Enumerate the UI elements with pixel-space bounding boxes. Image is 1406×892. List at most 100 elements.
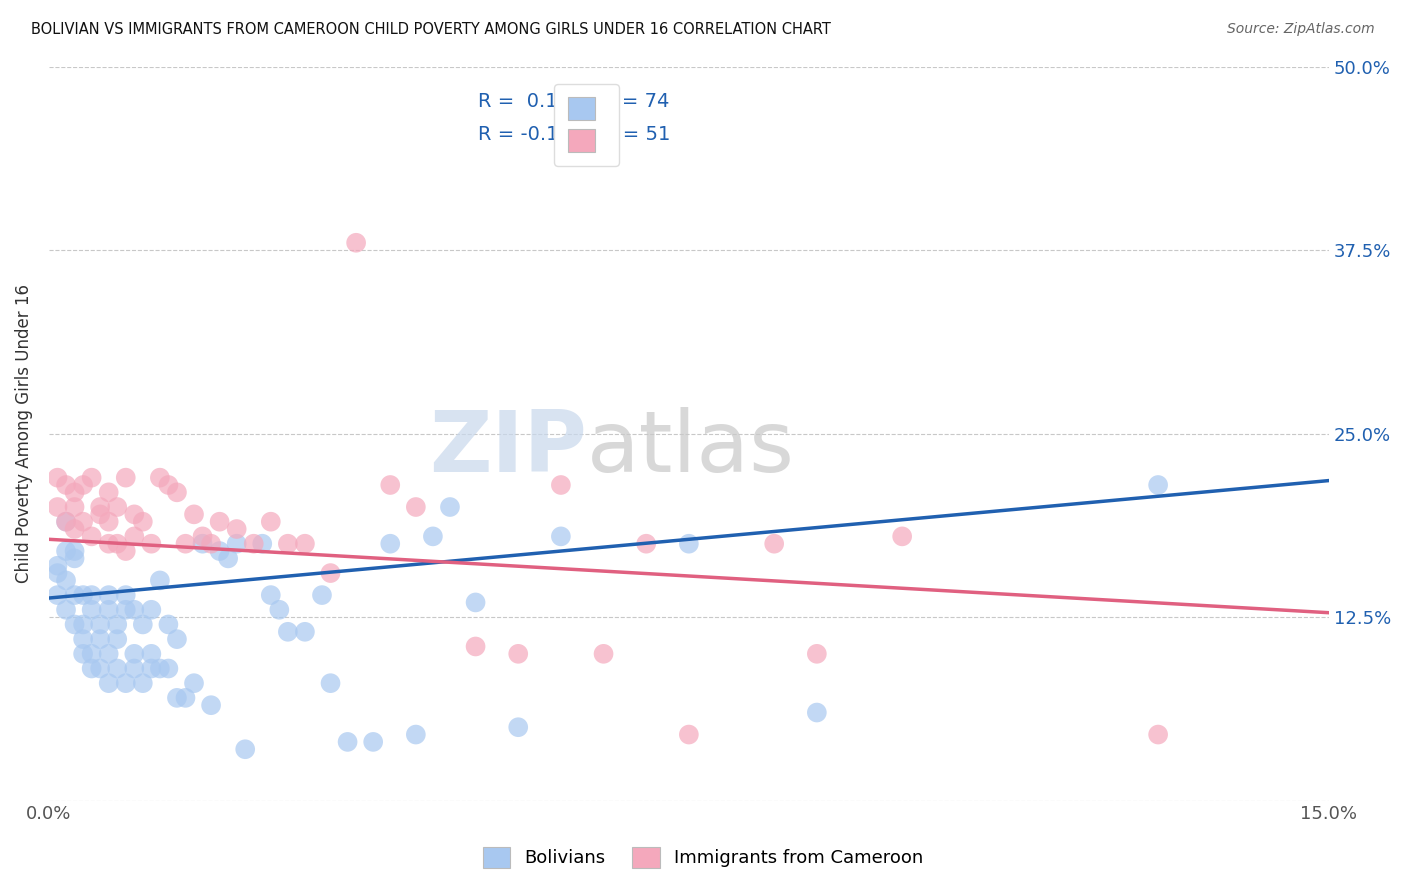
Point	[208, 544, 231, 558]
Point	[891, 529, 914, 543]
Legend: , : ,	[554, 84, 619, 166]
Point	[55, 515, 77, 529]
Point	[380, 478, 402, 492]
Point	[806, 647, 828, 661]
Point	[55, 515, 77, 529]
Point	[105, 500, 128, 514]
Point	[166, 485, 188, 500]
Point	[124, 603, 146, 617]
Text: Source: ZipAtlas.com: Source: ZipAtlas.com	[1227, 22, 1375, 37]
Point	[80, 588, 103, 602]
Point	[242, 537, 264, 551]
Text: R =  0.143   N = 74: R = 0.143 N = 74	[478, 93, 669, 112]
Point	[191, 537, 214, 551]
Point	[132, 676, 155, 690]
Point	[294, 624, 316, 639]
Point	[174, 537, 197, 551]
Point	[124, 647, 146, 661]
Point	[63, 485, 86, 500]
Point	[55, 478, 77, 492]
Point	[141, 647, 163, 661]
Text: BOLIVIAN VS IMMIGRANTS FROM CAMEROON CHILD POVERTY AMONG GIRLS UNDER 16 CORRELAT: BOLIVIAN VS IMMIGRANTS FROM CAMEROON CHI…	[31, 22, 831, 37]
Text: R = -0.131   N = 51: R = -0.131 N = 51	[478, 125, 671, 144]
Point	[174, 690, 197, 705]
Point	[72, 588, 94, 602]
Point	[149, 470, 172, 484]
Point	[55, 544, 77, 558]
Point	[46, 558, 69, 573]
Point	[63, 617, 86, 632]
Point	[166, 632, 188, 647]
Point	[114, 603, 136, 617]
Point	[97, 515, 120, 529]
Point	[149, 574, 172, 588]
Point	[319, 566, 342, 580]
Point	[141, 603, 163, 617]
Point	[405, 727, 427, 741]
Point	[72, 647, 94, 661]
Point	[336, 735, 359, 749]
Point	[233, 742, 256, 756]
Point	[678, 537, 700, 551]
Point	[149, 661, 172, 675]
Point	[105, 617, 128, 632]
Point	[114, 676, 136, 690]
Point	[141, 537, 163, 551]
Point	[72, 617, 94, 632]
Point	[183, 676, 205, 690]
Point	[46, 588, 69, 602]
Point	[89, 632, 111, 647]
Point	[105, 632, 128, 647]
Legend: Bolivians, Immigrants from Cameroon: Bolivians, Immigrants from Cameroon	[472, 836, 934, 879]
Point	[592, 103, 614, 118]
Point	[344, 235, 367, 250]
Point	[252, 537, 274, 551]
Point	[89, 508, 111, 522]
Point	[63, 551, 86, 566]
Point	[508, 720, 530, 734]
Point	[225, 537, 247, 551]
Point	[763, 537, 786, 551]
Point	[55, 574, 77, 588]
Point	[157, 617, 180, 632]
Point	[678, 727, 700, 741]
Point	[422, 529, 444, 543]
Point	[80, 470, 103, 484]
Point	[277, 537, 299, 551]
Point	[550, 529, 572, 543]
Point	[97, 588, 120, 602]
Point	[1147, 478, 1170, 492]
Text: ZIP: ZIP	[429, 407, 586, 490]
Point	[260, 588, 283, 602]
Point	[46, 470, 69, 484]
Point	[277, 624, 299, 639]
Point	[439, 500, 461, 514]
Point	[124, 529, 146, 543]
Point	[105, 661, 128, 675]
Point	[1147, 727, 1170, 741]
Point	[464, 595, 486, 609]
Point	[97, 485, 120, 500]
Point	[157, 478, 180, 492]
Point	[80, 529, 103, 543]
Point	[200, 698, 222, 713]
Point	[294, 537, 316, 551]
Point	[72, 632, 94, 647]
Point	[80, 661, 103, 675]
Point	[55, 603, 77, 617]
Point	[72, 478, 94, 492]
Point	[132, 515, 155, 529]
Point	[97, 676, 120, 690]
Point	[380, 537, 402, 551]
Point	[89, 500, 111, 514]
Point	[208, 515, 231, 529]
Point	[508, 647, 530, 661]
Point	[166, 690, 188, 705]
Point	[217, 551, 239, 566]
Point	[269, 603, 291, 617]
Point	[72, 515, 94, 529]
Point	[319, 676, 342, 690]
Point	[183, 508, 205, 522]
Point	[114, 544, 136, 558]
Point	[63, 500, 86, 514]
